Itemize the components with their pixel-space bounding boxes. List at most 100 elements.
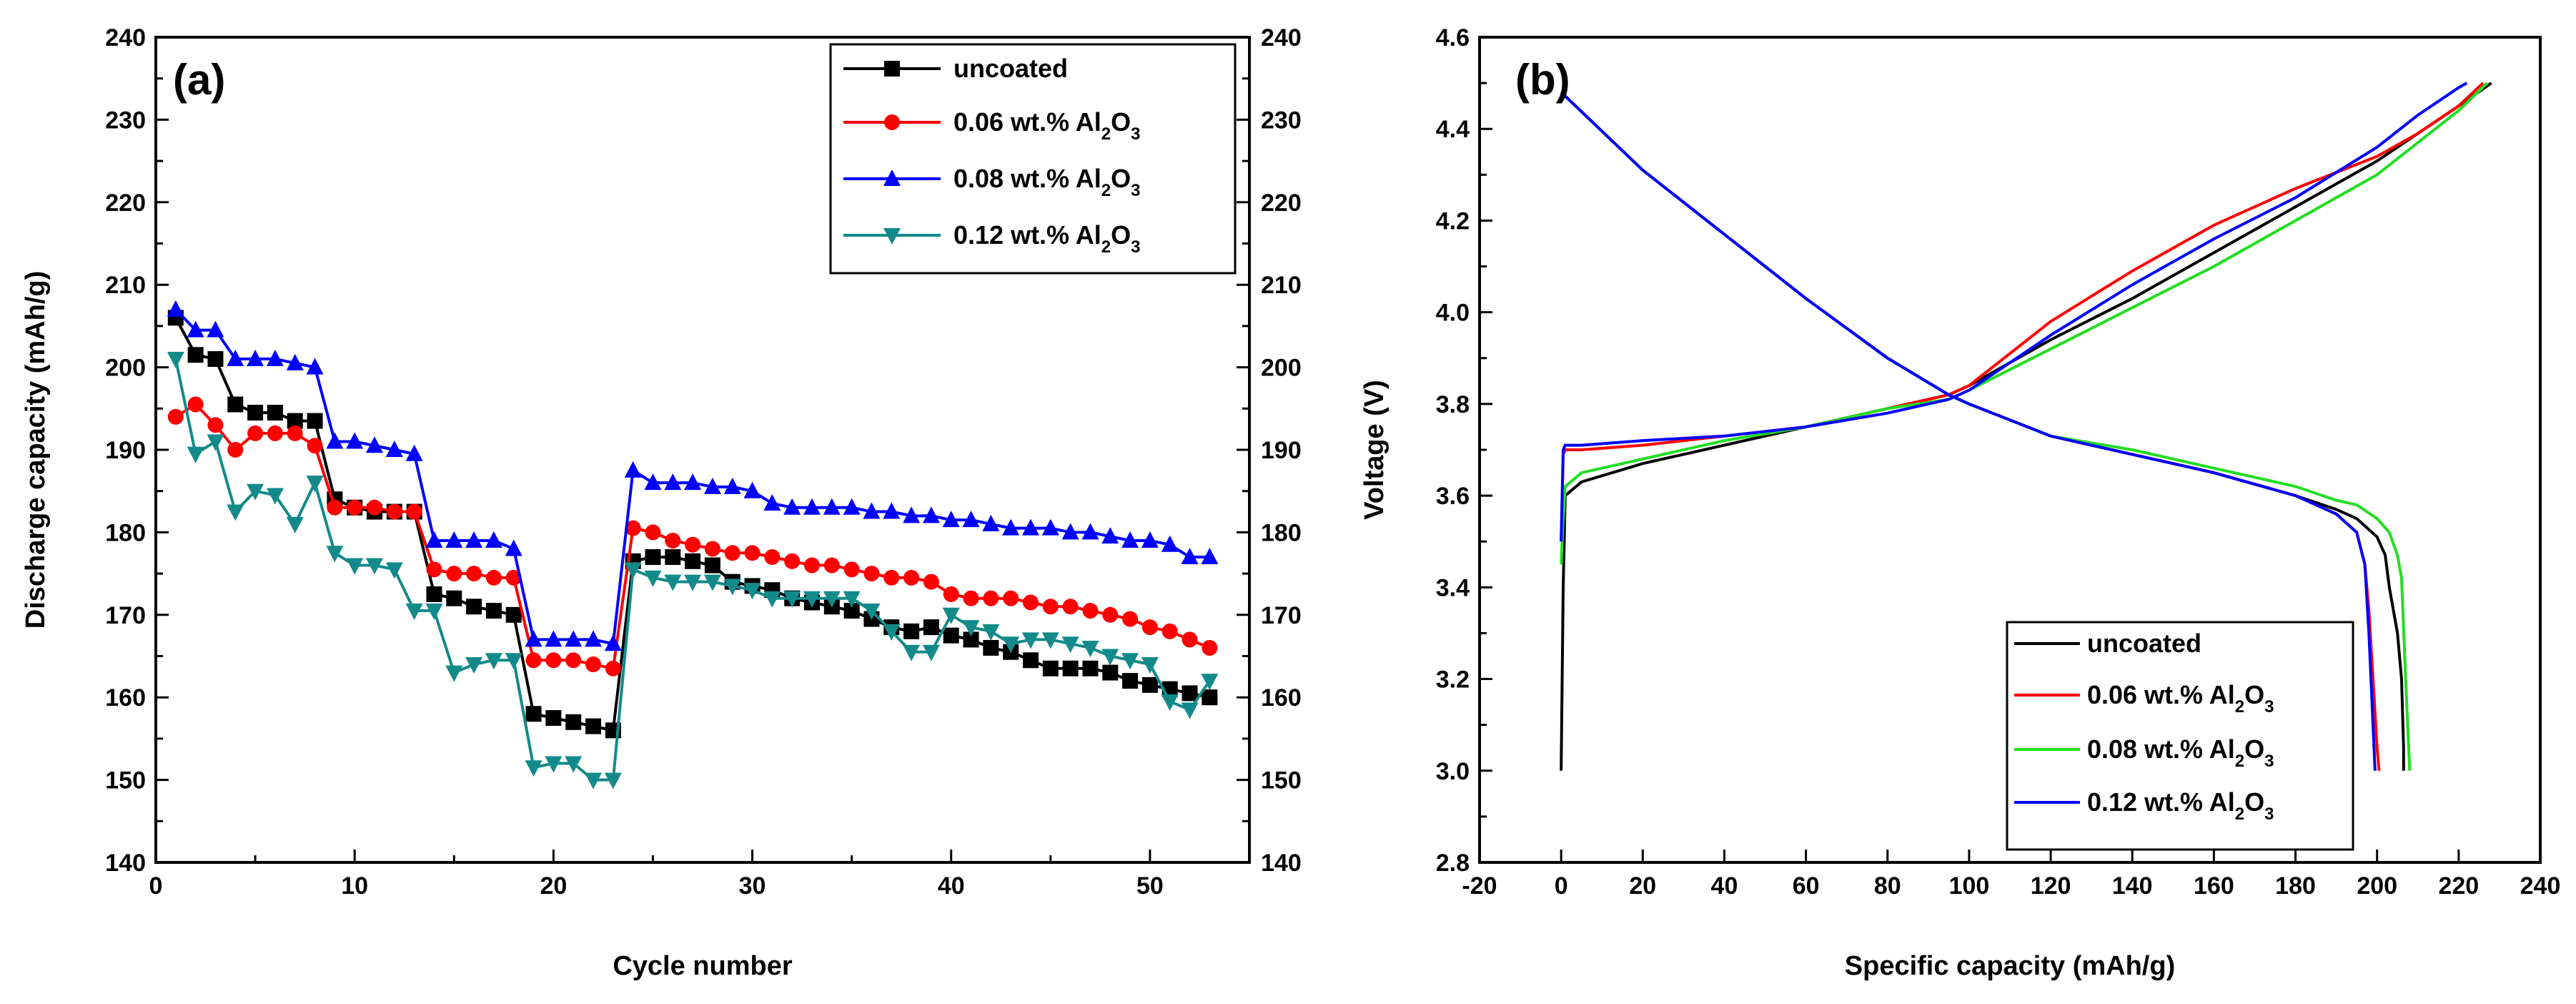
panel-b-x-tick-label: -20 [1462, 872, 1497, 900]
panel-a-legend-swatch-marker [883, 228, 901, 245]
panel-a-data-point [982, 514, 1000, 531]
panel-b-x-axis-label: Specific capacity (mAh/g) [1845, 951, 2175, 981]
panel-a-data-point [167, 408, 184, 425]
panel-a-data-point [187, 446, 204, 463]
panel-a-data-point [545, 652, 562, 669]
panel-a-data-point [266, 488, 284, 505]
panel-a-data-point [665, 549, 681, 566]
panel-a-data-point [485, 603, 502, 619]
panel-a-data-point [645, 549, 661, 566]
panel-a-data-point [545, 756, 563, 773]
panel-b-charge-curve [1560, 82, 2485, 542]
panel-a-data-point [446, 590, 462, 606]
panel-a-data-point [823, 557, 840, 574]
panel-a-data-point [505, 606, 522, 623]
panel-a-data-point [803, 591, 821, 608]
panel-b-legend-box [2006, 621, 2354, 851]
panel-a-y-tick-label-right: 240 [1261, 24, 1302, 51]
panel-a-data-point [1102, 606, 1119, 623]
panel-a-data-point [723, 477, 741, 494]
panel-a-data-point [843, 561, 860, 578]
panel-a-data-point [942, 511, 960, 528]
panel-a-data-point [167, 352, 184, 369]
panel-a-y-tick-label-left: 220 [105, 190, 146, 217]
panel-a-data-point [1081, 523, 1099, 540]
panel-a-data-point [346, 432, 364, 449]
panel-a-data-point [943, 586, 959, 602]
panel-a-data-point [1181, 548, 1199, 565]
panel-a-data-point [585, 718, 601, 734]
panel-a-data-point [405, 604, 423, 621]
panel-a-legend-label: 0.06 wt.% Al2O3 [953, 107, 1140, 144]
panel-b-y-tick-label: 3.6 [1436, 483, 1470, 510]
panel-a-data-point [1062, 660, 1079, 676]
panel-a-data-point [247, 483, 264, 501]
panel-a-y-tick-label-right: 190 [1261, 437, 1302, 464]
panel-a-data-point [883, 502, 901, 519]
panel-a-y-tick-label-left: 170 [105, 602, 146, 629]
panel-a-data-point [425, 604, 443, 621]
panel-a-data-point [624, 461, 642, 478]
panel-a-data-point [207, 351, 224, 368]
panel-a-data-point [1141, 531, 1159, 548]
panel-b-x-tick-label: 180 [2275, 872, 2316, 900]
panel-a-y-tick-label-right: 200 [1261, 355, 1302, 382]
panel-a-data-point [1201, 548, 1219, 565]
panel-a-data-point [426, 561, 442, 578]
panel-a-data-point [385, 441, 403, 457]
panel-a-data-point [1182, 685, 1198, 702]
panel-a-data-point [286, 516, 304, 533]
panel-a-data-point [525, 706, 542, 722]
panel-a-data-point [1101, 649, 1119, 666]
panel-a-data-point [645, 524, 661, 541]
panel-a-data-point [604, 772, 622, 789]
panel-a-data-point [604, 634, 622, 651]
panel-b-y-tick-label: 2.8 [1436, 850, 1470, 877]
panel-b-y-tick-label: 3.2 [1436, 666, 1470, 694]
panel-a-legend-label: 0.08 wt.% Al2O3 [953, 164, 1140, 200]
panel-a-data-point [525, 652, 542, 669]
panel-a-y-tick-label-right: 140 [1261, 850, 1302, 877]
panel-a-y-axis-label: Discharge capacity (mAh/g) [21, 271, 51, 629]
panel-a-data-point [763, 494, 781, 511]
panel-b-x-tick-label: 140 [2112, 872, 2153, 900]
panel-a-data-point [307, 438, 323, 454]
panel-a-data-point [1201, 674, 1219, 691]
panel-b-x-tick-label: 240 [2520, 872, 2561, 900]
panel-a-data-point [207, 417, 224, 433]
panel-a-data-point [445, 531, 463, 548]
panel-a-data-point [465, 657, 483, 674]
panel-a-data-point [187, 347, 204, 363]
panel-a-data-point [565, 630, 583, 647]
panel-a-data-point [366, 436, 383, 453]
panel-a-data-point [1202, 639, 1218, 656]
panel-a-data-point [943, 627, 959, 644]
panel-b-discharge-curve [1560, 91, 2377, 771]
panel-a-data-point [665, 532, 681, 548]
panel-a-y-tick-label-left: 230 [105, 107, 146, 134]
panel-a-data-point [247, 405, 264, 421]
panel-a-y-tick-label-right: 160 [1261, 684, 1302, 712]
panel-a-data-point [923, 574, 939, 590]
panel-a-data-point [605, 660, 621, 676]
panel-a-data-point [863, 502, 881, 519]
panel-a-data-point [1161, 623, 1178, 639]
panel-b-x-tick-label: 60 [1793, 872, 1820, 900]
panel-a-y-tick-label-left: 240 [105, 24, 146, 51]
panel-a-data-point [1061, 523, 1079, 540]
panel-a-data-point [167, 300, 184, 317]
panel-a-y-tick-label-left: 140 [105, 850, 146, 877]
panel-a-data-point [764, 549, 781, 566]
panel-a-chart: 0 10 20 30 40 50 140 140 150 150 160 160 170 170 180 18… [21, 24, 1302, 981]
panel-a-data-point [704, 541, 720, 557]
panel-b-charge-curve [1560, 82, 2489, 565]
panel-a-data-point [1042, 660, 1059, 676]
panel-a-data-point [386, 503, 402, 520]
panel-a-data-point [306, 476, 324, 493]
panel-a-data-point [525, 630, 543, 647]
panel-a-y-tick-label-right: 220 [1261, 190, 1302, 217]
panel-b-y-tick-label: 4.4 [1436, 116, 1470, 143]
panel-a-data-point [1062, 599, 1079, 615]
panel-a-data-point [505, 539, 522, 556]
panel-a-data-point [286, 353, 304, 370]
